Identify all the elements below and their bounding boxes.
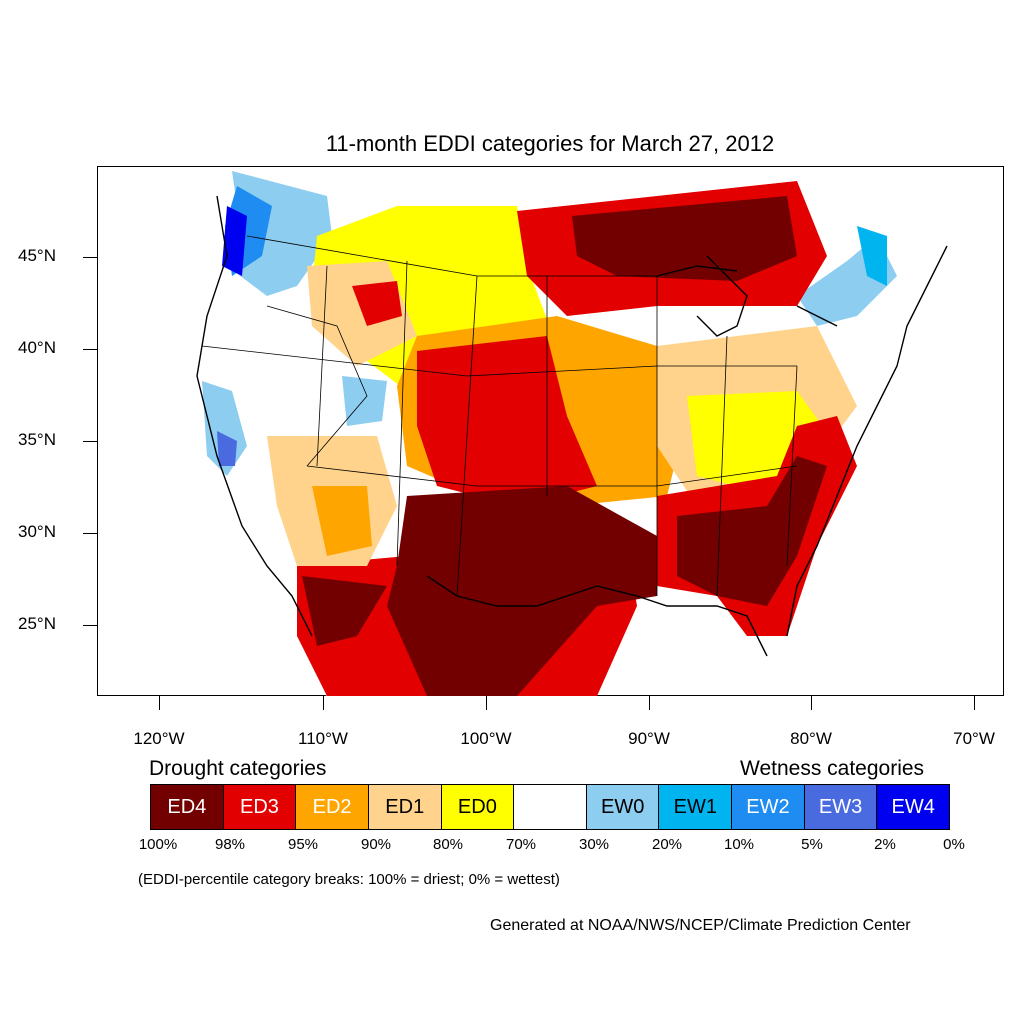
map-frame xyxy=(97,166,1004,696)
lon-label: 70°W xyxy=(953,729,995,748)
wet-region-wa-coast xyxy=(222,206,247,276)
lon-label: 100°W xyxy=(460,729,512,748)
legend-break: 95% xyxy=(287,836,319,853)
coastlines xyxy=(196,195,948,657)
legend-break: 98% xyxy=(214,836,246,853)
legend-bar: ED4 ED3 ED2 ED1 ED0 EW0 EW1 EW2 EW3 EW4 xyxy=(150,784,950,830)
lat-tick xyxy=(83,441,97,442)
wet-region-ca-core xyxy=(217,431,237,466)
dry-region-south-ed4 xyxy=(387,486,657,696)
legend-break: 10% xyxy=(723,836,755,853)
dry-region-southeast-ed4 xyxy=(677,456,827,606)
dry-region-montana-ed3 xyxy=(352,281,402,326)
lat-tick xyxy=(83,533,97,534)
lat-label: 25°N xyxy=(18,614,56,633)
legend-cell-ew1: EW1 xyxy=(659,785,733,829)
legend-break: 90% xyxy=(360,836,392,853)
lon-tick xyxy=(486,696,487,710)
lon-label: 90°W xyxy=(628,729,670,748)
wetness-heading: Wetness categories xyxy=(740,757,925,780)
legend-break: 2% xyxy=(874,836,896,853)
legend-break: 20% xyxy=(651,836,683,853)
lon-tick xyxy=(323,696,324,710)
lat-label: 35°N xyxy=(18,430,56,449)
dry-region-mexico-ed4 xyxy=(302,576,387,646)
legend-break: 0% xyxy=(943,836,965,853)
lon-tick xyxy=(811,696,812,710)
lat-tick xyxy=(83,257,97,258)
legend-cell-ew3: EW3 xyxy=(804,785,878,829)
wet-region-ut xyxy=(342,376,387,426)
legend-cell-ed3: ED3 xyxy=(223,785,297,829)
dry-region-southwest-ed2 xyxy=(312,486,372,556)
lon-tick xyxy=(159,696,160,710)
credit-text: Generated at NOAA/NWS/NCEP/Climate Predi… xyxy=(490,917,911,934)
legend-break: 30% xyxy=(578,836,610,853)
drought-heading: Drought categories xyxy=(149,757,327,780)
lon-label: 80°W xyxy=(790,729,832,748)
legend-cell-ew0: EW0 xyxy=(586,785,660,829)
legend-break: 5% xyxy=(801,836,823,853)
dry-region-ontario-ed4 xyxy=(572,196,797,281)
lat-tick xyxy=(83,625,97,626)
legend-break: 100% xyxy=(138,836,178,853)
legend-cell-ew2: EW2 xyxy=(732,785,805,829)
legend-break: 70% xyxy=(505,836,537,853)
lat-label: 30°N xyxy=(18,522,56,541)
legend-cell-ed4: ED4 xyxy=(151,785,224,829)
wet-region-canada-east xyxy=(857,226,887,286)
legend-break: 80% xyxy=(432,836,464,853)
legend-cell-ed0: ED0 xyxy=(441,785,515,829)
lon-label: 120°W xyxy=(133,729,185,748)
dry-region-plains-ed3 xyxy=(417,336,597,506)
legend-cell-neutral xyxy=(514,785,587,829)
state-boundaries xyxy=(201,235,798,597)
lat-tick xyxy=(83,349,97,350)
lon-label: 110°W xyxy=(298,729,348,748)
lon-tick xyxy=(649,696,650,710)
legend-note: (EDDI-percentile category breaks: 100% =… xyxy=(138,871,560,888)
map-title: 11-month EDDI categories for March 27, 2… xyxy=(325,131,775,156)
legend-cell-ed2: ED2 xyxy=(296,785,369,829)
lat-label: 40°N xyxy=(18,338,56,357)
legend-cell-ew4: EW4 xyxy=(877,785,950,829)
lon-tick xyxy=(974,696,975,710)
legend-cell-ed1: ED1 xyxy=(368,785,442,829)
lat-label: 45°N xyxy=(18,246,56,265)
